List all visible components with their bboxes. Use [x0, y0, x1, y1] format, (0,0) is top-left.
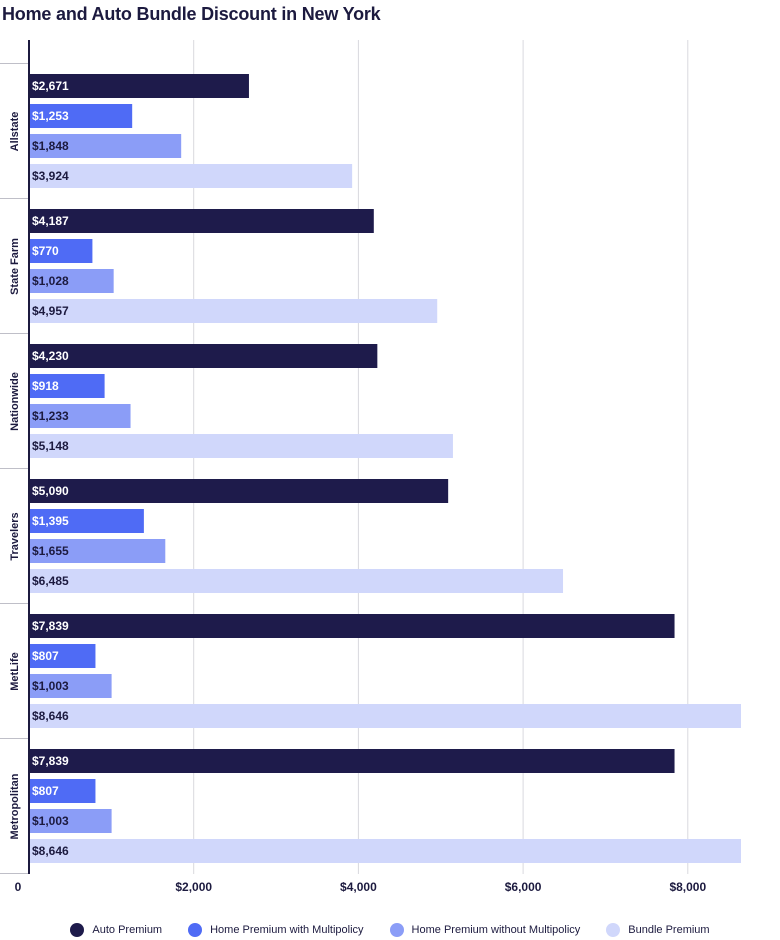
bar [29, 809, 112, 833]
legend-label: Home Premium with Multipolicy [210, 924, 364, 936]
chart-legend: Auto Premium Home Premium with Multipolic… [0, 920, 780, 940]
bar-value-label: $1,253 [32, 109, 69, 123]
x-tick-label: $4,000 [340, 880, 377, 894]
bar-value-label: $1,233 [32, 409, 69, 423]
bar-value-label: $4,187 [32, 214, 69, 228]
bar-value-label: $1,003 [32, 679, 69, 693]
bar [29, 269, 114, 293]
bar [29, 434, 453, 458]
legend-item: Auto Premium [70, 923, 162, 937]
bar-value-label: $1,848 [32, 139, 69, 153]
x-tick-label: $6,000 [505, 880, 542, 894]
bar [29, 779, 96, 803]
bar-value-label: $5,148 [32, 439, 69, 453]
bar-value-label: $1,028 [32, 274, 69, 288]
bar-value-label: $8,646 [32, 844, 69, 858]
legend-label: Auto Premium [92, 924, 163, 936]
bar [29, 509, 144, 533]
bar-value-label: $7,839 [32, 754, 69, 768]
bar-value-label: $1,003 [32, 814, 69, 828]
bar-value-label: $7,839 [32, 619, 69, 633]
bar [29, 134, 182, 158]
legend-item: Home Premium without Multipolicy [389, 923, 581, 937]
legend-swatch [389, 923, 404, 937]
bar-chart: $2,671 $1,253 $1,848 $3,924 Allstate $4,187 $7… [0, 40, 741, 894]
bar [29, 299, 438, 323]
legend-item: Home Premium with Multipolicy [188, 923, 364, 937]
bar [29, 749, 675, 773]
category-label: State Farm [9, 238, 21, 295]
bar [29, 839, 741, 863]
bar [29, 74, 249, 98]
bar-value-label: $918 [32, 379, 59, 393]
chart-title: Home and Auto Bundle Discount in New Yor… [2, 4, 381, 24]
legend-swatch [70, 923, 85, 937]
bar-value-label: $8,646 [32, 709, 69, 723]
x-tick-label: $8,000 [669, 880, 706, 894]
category-label: Metropolitan [9, 773, 21, 839]
x-tick-label: 0 [15, 880, 22, 894]
legend-label: Bundle Premium [628, 924, 710, 936]
bar-value-label: $807 [32, 784, 59, 798]
bar [29, 569, 564, 593]
bar-value-label: $6,485 [32, 574, 69, 588]
x-tick-label: $2,000 [175, 880, 212, 894]
bar [29, 674, 112, 698]
bar [29, 164, 353, 188]
bar [29, 344, 378, 368]
bar [29, 374, 105, 398]
bar-value-label: $4,230 [32, 349, 69, 363]
bar [29, 539, 166, 563]
bar-value-label: $5,090 [32, 484, 69, 498]
bar-value-label: $1,395 [32, 514, 69, 528]
bar [29, 104, 133, 128]
bar-value-label: $4,957 [32, 304, 69, 318]
bar [29, 479, 449, 503]
bar-value-label: $807 [32, 649, 59, 663]
legend-swatch [188, 923, 203, 937]
bar [29, 404, 131, 428]
bar [29, 644, 96, 668]
category-label: Travelers [9, 512, 21, 560]
category-label: MetLife [9, 652, 21, 691]
bar-value-label: $2,671 [32, 79, 69, 93]
bar [29, 239, 93, 263]
bar [29, 614, 675, 638]
bar-value-label: $3,924 [32, 169, 69, 183]
category-label: Allstate [9, 112, 21, 152]
bar-value-label: $1,655 [32, 544, 69, 558]
category-label: Nationwide [9, 372, 21, 431]
bar-value-label: $770 [32, 244, 59, 258]
legend-swatch [606, 923, 621, 937]
bar [29, 704, 741, 728]
legend-label: Home Premium without Multipolicy [411, 924, 581, 936]
legend-item: Bundle Premium [606, 923, 710, 937]
bar [29, 209, 374, 233]
